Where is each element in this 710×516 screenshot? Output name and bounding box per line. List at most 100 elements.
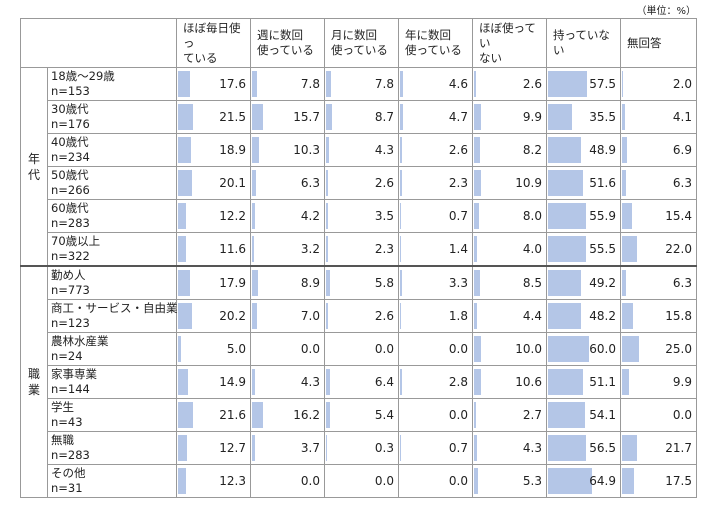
value-bar	[474, 303, 477, 329]
value-label: 10.0	[515, 342, 542, 356]
row-label: 商工・サービス・自由業 n=123	[47, 299, 178, 333]
value-bar	[548, 303, 581, 329]
value-cell: 25.0	[620, 332, 697, 366]
value-label: 6.4	[374, 375, 394, 389]
value-cell: 55.9	[546, 199, 621, 233]
value-label: 8.5	[522, 276, 542, 290]
value-cell: 2.6	[398, 133, 473, 167]
value-cell: 0.7	[398, 431, 473, 465]
value-bar	[252, 71, 258, 97]
value-bar	[548, 104, 573, 130]
row-label-text: 無職	[51, 433, 74, 447]
value-cell: 21.6	[176, 398, 251, 432]
value-label: 4.3	[374, 143, 394, 157]
value-bar	[548, 170, 584, 196]
value-bar	[622, 435, 637, 461]
value-bar	[178, 402, 193, 428]
value-label: 15.8	[665, 309, 692, 323]
value-cell: 0.0	[250, 332, 325, 366]
value-label: 10.6	[515, 375, 542, 389]
value-cell: 12.2	[176, 199, 251, 233]
value-bar	[178, 203, 187, 229]
row-label: その他 n=31	[47, 464, 177, 498]
value-label: 1.8	[448, 309, 468, 323]
value-cell: 8.2	[472, 133, 547, 167]
value-cell: 1.4	[398, 232, 473, 267]
value-cell: 2.0	[620, 67, 697, 101]
value-label: 16.2	[293, 408, 320, 422]
table-row: 40歳代 n=234 18.9 10.3 4.3 2.6 8.2 48.9 6.9	[21, 133, 697, 167]
row-label-text: 家事専業	[51, 367, 97, 381]
value-label: 5.3	[522, 474, 542, 488]
table-row: 家事専業 n=144 14.9 4.3 6.4 2.8 10.6 51.1 9.9	[21, 365, 697, 399]
column-header: 週に数回 使っている	[250, 18, 325, 68]
value-cell: 12.3	[176, 464, 251, 498]
row-label-text: 学生	[51, 400, 74, 414]
row-label: 農林水産業 n=24	[47, 332, 177, 366]
value-bar	[548, 369, 583, 395]
value-label: 2.6	[522, 77, 542, 91]
value-label: 0.3	[374, 441, 394, 455]
value-bar	[252, 236, 255, 262]
row-sample-size: n=176	[51, 117, 90, 131]
table-body: 年代 18歳～29歳 n=153 17.6 7.8 7.8 4.6 2.6 57.5 2.0 30歳…	[20, 67, 697, 498]
value-bar	[252, 170, 257, 196]
group-label: 職業	[20, 265, 48, 498]
value-bar	[622, 236, 637, 262]
value-bar	[252, 104, 263, 130]
row-sample-size: n=43	[51, 415, 83, 429]
value-bar	[326, 71, 332, 97]
value-bar	[178, 468, 187, 494]
value-label: 7.8	[374, 77, 394, 91]
row-sample-size: n=773	[51, 283, 90, 297]
value-label: 15.4	[665, 209, 692, 223]
row-label: 40歳代 n=234	[47, 133, 177, 167]
value-cell: 2.3	[398, 166, 473, 200]
value-bar	[548, 71, 588, 97]
value-cell: 20.2	[176, 299, 251, 333]
value-bar	[400, 71, 404, 97]
column-header: ほぼ使ってい ない	[472, 18, 547, 68]
row-label: 50歳代 n=266	[47, 166, 177, 200]
value-bar	[178, 336, 182, 362]
column-header: 持っていない	[546, 18, 621, 68]
value-label: 8.7	[374, 110, 394, 124]
value-label: 7.8	[300, 77, 320, 91]
value-bar	[400, 303, 402, 329]
value-cell: 15.8	[620, 299, 697, 333]
value-label: 7.0	[300, 309, 320, 323]
value-bar	[622, 104, 625, 130]
value-bar	[622, 468, 634, 494]
value-label: 9.9	[672, 375, 692, 389]
value-bar	[622, 71, 624, 97]
corner-cell	[20, 18, 177, 68]
value-label: 2.6	[374, 176, 394, 190]
row-sample-size: n=123	[51, 316, 90, 330]
value-label: 12.3	[219, 474, 246, 488]
value-label: 4.0	[522, 242, 542, 256]
row-sample-size: n=24	[51, 349, 83, 363]
value-cell: 56.5	[546, 431, 621, 465]
value-cell: 48.2	[546, 299, 621, 333]
value-cell: 0.7	[398, 199, 473, 233]
value-bar	[326, 402, 330, 428]
value-label: 25.0	[665, 342, 692, 356]
value-cell: 5.3	[472, 464, 547, 498]
value-label: 8.0	[522, 209, 542, 223]
row-label: 勤め人 n=773	[47, 265, 177, 300]
value-label: 21.5	[219, 110, 246, 124]
value-cell: 11.6	[176, 232, 251, 267]
value-cell: 4.3	[324, 133, 399, 167]
value-cell: 4.6	[398, 67, 473, 101]
value-cell: 0.0	[398, 464, 473, 498]
value-label: 15.7	[293, 110, 320, 124]
value-bar	[178, 369, 189, 395]
value-cell: 15.7	[250, 100, 325, 134]
value-cell: 2.7	[472, 398, 547, 432]
value-cell: 12.7	[176, 431, 251, 465]
value-bar	[548, 435, 587, 461]
value-cell: 6.9	[620, 133, 697, 167]
value-label: 21.6	[219, 408, 246, 422]
value-label: 5.8	[374, 276, 394, 290]
value-label: 55.5	[589, 242, 616, 256]
